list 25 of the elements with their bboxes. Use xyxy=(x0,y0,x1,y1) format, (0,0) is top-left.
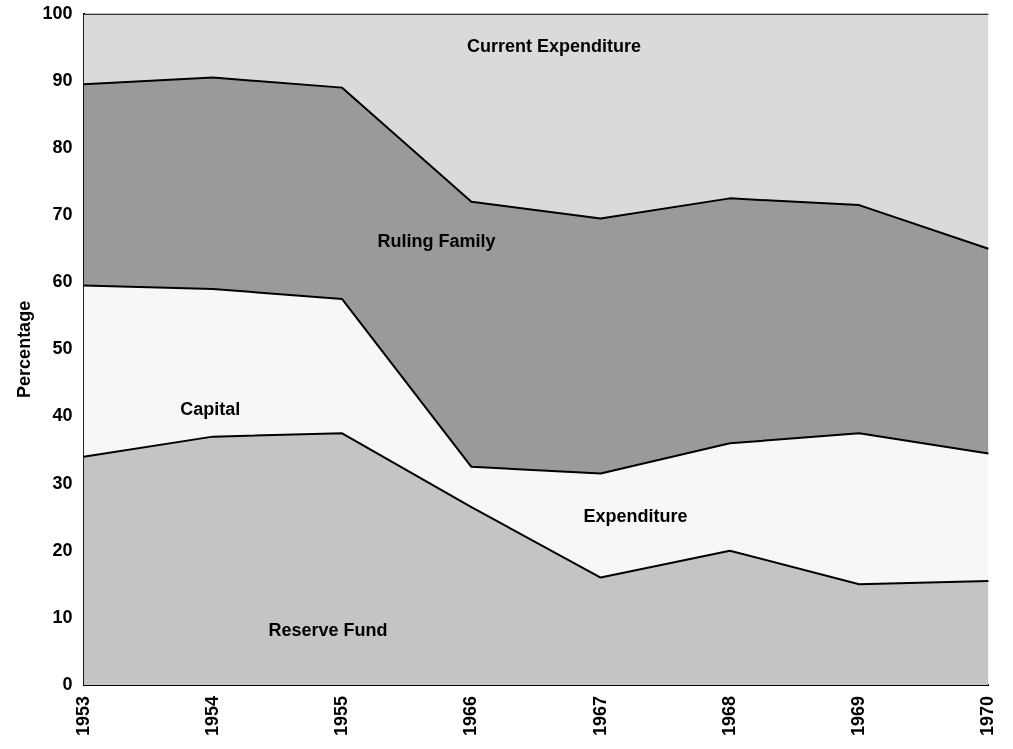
x-tick-label: 1966 xyxy=(460,695,481,736)
y-tick-label: 70 xyxy=(52,204,73,225)
y-tick-label: 100 xyxy=(42,2,73,23)
annotation: Current Expenditure xyxy=(467,36,642,57)
annotation: Expenditure xyxy=(583,506,688,527)
y-tick-label: 0 xyxy=(62,673,73,694)
y-tick-label: 60 xyxy=(52,271,73,292)
y-tick-label: 90 xyxy=(52,69,73,90)
x-tick-label: 1970 xyxy=(977,695,998,736)
x-tick-label: 1968 xyxy=(718,695,739,736)
x-tick-label: 1955 xyxy=(331,695,352,736)
annotation: Ruling Family xyxy=(377,230,496,251)
annotation: Capital xyxy=(180,398,241,419)
x-tick-label: 1969 xyxy=(848,695,869,736)
x-tick-label: 1954 xyxy=(201,695,222,736)
y-tick-label: 50 xyxy=(52,338,73,359)
x-tick-label: 1953 xyxy=(72,695,93,736)
y-tick-label: 30 xyxy=(52,472,73,493)
y-tick-label: 20 xyxy=(52,539,73,560)
y-tick-label: 80 xyxy=(52,137,73,157)
annotation: Reserve Fund xyxy=(268,620,388,641)
y-tick-label: 10 xyxy=(52,606,73,627)
x-tick-label: 1967 xyxy=(589,695,610,736)
y-axis-title: Percentage xyxy=(13,300,34,398)
y-tick-label: 40 xyxy=(52,405,73,426)
